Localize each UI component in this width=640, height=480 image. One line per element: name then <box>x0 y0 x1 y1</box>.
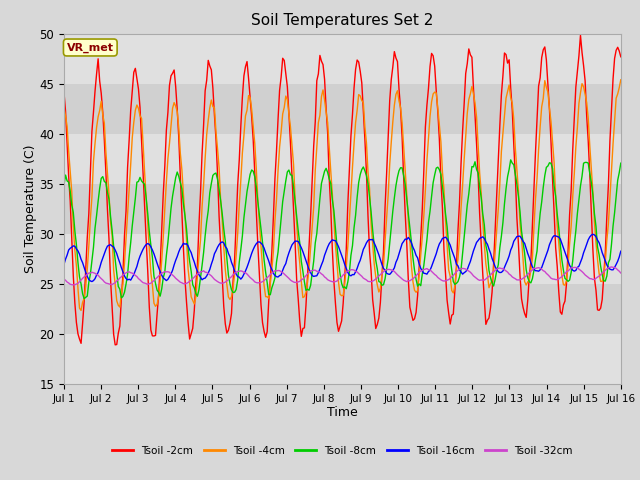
X-axis label: Time: Time <box>327 407 358 420</box>
Tsoil -8cm <box>589 192 596 198</box>
Tsoil -16cm <box>130 272 138 277</box>
Bar <box>64 84 621 134</box>
Tsoil -8cm <box>81 296 88 301</box>
Tsoil -16cm <box>60 261 68 267</box>
Bar <box>64 184 621 234</box>
Tsoil -4cm <box>305 265 313 271</box>
Tsoil -32cm <box>617 270 625 276</box>
Line: Tsoil -16cm: Tsoil -16cm <box>64 234 621 282</box>
Tsoil -32cm <box>70 282 77 288</box>
Tsoil -8cm <box>130 209 138 215</box>
Tsoil -2cm <box>111 342 119 348</box>
Tsoil -32cm <box>130 271 138 277</box>
Bar <box>64 34 621 84</box>
Tsoil -16cm <box>588 232 595 238</box>
Tsoil -4cm <box>617 77 625 83</box>
Tsoil -8cm <box>305 288 313 293</box>
Tsoil -16cm <box>589 231 596 237</box>
Tsoil -2cm <box>130 70 138 75</box>
Tsoil -4cm <box>588 166 595 171</box>
Tsoil -16cm <box>255 239 263 245</box>
Legend: Tsoil -2cm, Tsoil -4cm, Tsoil -8cm, Tsoil -16cm, Tsoil -32cm: Tsoil -2cm, Tsoil -4cm, Tsoil -8cm, Tsoi… <box>108 442 577 460</box>
Bar <box>64 234 621 284</box>
Bar <box>64 134 621 184</box>
Y-axis label: Soil Temperature (C): Soil Temperature (C) <box>24 144 36 273</box>
Bar <box>64 284 621 334</box>
Tsoil -32cm <box>246 275 254 280</box>
Tsoil -16cm <box>88 279 96 285</box>
Line: Tsoil -32cm: Tsoil -32cm <box>64 267 621 285</box>
Tsoil -4cm <box>60 105 68 111</box>
Tsoil -32cm <box>305 270 313 276</box>
Tsoil -2cm <box>589 247 596 252</box>
Tsoil -2cm <box>577 33 584 38</box>
Tsoil -2cm <box>305 241 313 247</box>
Tsoil -4cm <box>228 294 236 300</box>
Tsoil -8cm <box>255 212 263 218</box>
Tsoil -16cm <box>305 267 313 273</box>
Line: Tsoil -8cm: Tsoil -8cm <box>64 160 621 299</box>
Tsoil -8cm <box>507 157 515 163</box>
Tsoil -32cm <box>60 276 68 282</box>
Tsoil -32cm <box>255 280 263 286</box>
Tsoil -2cm <box>255 273 263 279</box>
Tsoil -8cm <box>60 182 68 188</box>
Tsoil -8cm <box>617 160 625 166</box>
Tsoil -32cm <box>228 274 236 279</box>
Tsoil -32cm <box>588 276 595 282</box>
Tsoil -16cm <box>617 248 625 254</box>
Tsoil -8cm <box>228 287 236 293</box>
Text: VR_met: VR_met <box>67 42 114 53</box>
Line: Tsoil -2cm: Tsoil -2cm <box>64 36 621 345</box>
Tsoil -4cm <box>77 308 85 313</box>
Tsoil -8cm <box>246 171 254 177</box>
Tsoil -32cm <box>607 264 615 270</box>
Tsoil -16cm <box>246 255 254 261</box>
Tsoil -2cm <box>228 311 236 316</box>
Tsoil -2cm <box>246 94 254 100</box>
Line: Tsoil -4cm: Tsoil -4cm <box>64 80 621 311</box>
Bar <box>64 334 621 384</box>
Tsoil -2cm <box>60 90 68 96</box>
Tsoil -2cm <box>617 54 625 60</box>
Tsoil -16cm <box>228 260 236 265</box>
Tsoil -4cm <box>255 221 263 227</box>
Tsoil -4cm <box>246 95 254 100</box>
Title: Soil Temperatures Set 2: Soil Temperatures Set 2 <box>252 13 433 28</box>
Tsoil -4cm <box>130 120 138 125</box>
